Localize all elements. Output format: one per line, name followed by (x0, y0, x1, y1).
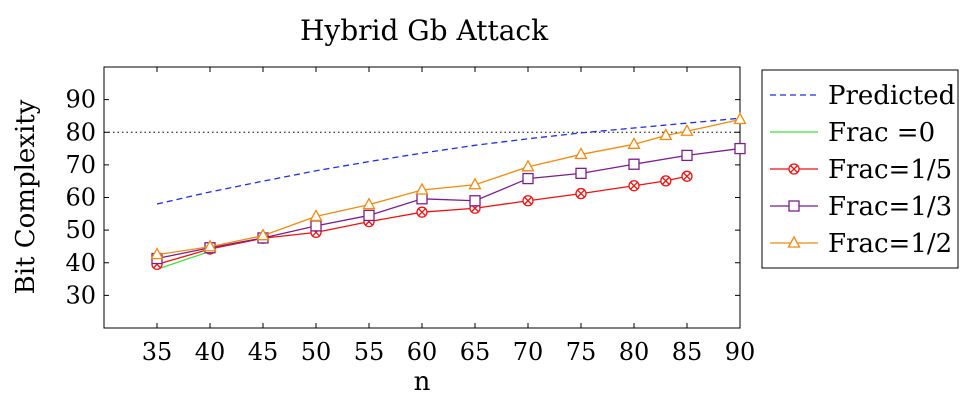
x-tick-label: 90 (725, 338, 756, 366)
legend-entry-frac-1-2: Frac=1/2 (770, 229, 952, 259)
data-point-frac-1-2 (468, 177, 482, 190)
y-tick-label: 30 (65, 281, 96, 309)
y-tick-label: 80 (65, 118, 96, 146)
series-line-frac-1-3 (156, 147, 741, 260)
series-layer (150, 112, 747, 271)
x-tick-label: 50 (301, 338, 332, 366)
x-tick-label: 70 (513, 338, 544, 366)
legend-swatch-marker-cross (790, 165, 798, 173)
data-point-frac-1-5 (522, 195, 534, 207)
legend-entry-frac-1-5: Frac=1/5 (770, 155, 952, 185)
data-point-frac-1-2 (521, 159, 535, 172)
legend-swatch-marker (787, 235, 801, 248)
data-point-frac-1-3 (310, 220, 322, 232)
legend-label: Frac=1/3 (828, 192, 952, 222)
y-tick-label: 70 (65, 151, 96, 179)
series-line-frac-1-2 (156, 118, 741, 256)
series-frac-1-3 (151, 142, 746, 265)
data-point-frac-1-5-cross (683, 172, 691, 181)
y-axis-label: Bit Complexity (11, 99, 41, 294)
y-tick-label: 50 (65, 216, 96, 244)
data-point-frac-1-5 (628, 180, 640, 192)
x-tick-label: 40 (195, 338, 226, 366)
data-point-frac-1-5-cross (418, 208, 426, 217)
x-axis-label: n (414, 367, 431, 397)
data-point-frac-1-2 (659, 128, 673, 141)
series-frac-1-2 (150, 112, 747, 260)
x-tick-label: 80 (619, 338, 650, 366)
data-point-frac-1-3 (363, 209, 375, 222)
legend: Predicted Frac =0 Frac=1/5 Frac=1/3 Frac=1/2 (761, 69, 959, 269)
data-point-frac-1-3 (681, 149, 693, 162)
series-frac-0 (156, 250, 211, 270)
series-line-frac-0 (156, 250, 211, 270)
data-point-frac-1-3 (734, 142, 746, 155)
data-point-frac-1-2 (415, 182, 429, 195)
legend-entry-frac-1-3: Frac=1/3 (770, 192, 952, 222)
data-point-frac-1-5 (575, 187, 587, 200)
y-tick-label: 40 (65, 249, 96, 277)
legend-label: Frac=1/2 (828, 229, 952, 259)
data-point-frac-1-2 (627, 136, 641, 149)
data-point-frac-1-2 (203, 239, 217, 252)
chart-title: Hybrid Gb Attack (300, 14, 549, 47)
legend-swatch-marker (788, 163, 800, 175)
legend-entry-frac-0: Frac =0 (770, 118, 935, 148)
series-predicted (156, 117, 741, 205)
legend-entry-predicted: Predicted (770, 81, 955, 111)
legend-entries: Predicted Frac =0 Frac=1/5 Frac=1/3 Frac=1/2 (770, 81, 955, 259)
data-point-frac-1-5-cross (577, 189, 585, 198)
series-line-predicted (156, 117, 741, 205)
x-tick-label: 35 (142, 338, 173, 366)
data-point-frac-1-5 (416, 206, 428, 218)
data-point-frac-1-2 (362, 197, 376, 210)
data-point-frac-1-5-cross (524, 196, 532, 205)
data-point-frac-1-3 (575, 167, 587, 180)
data-point-frac-1-2 (680, 123, 694, 136)
data-point-frac-1-3 (469, 195, 481, 207)
legend-label: Frac=1/5 (828, 155, 952, 185)
data-point-frac-1-5 (660, 175, 672, 187)
data-point-frac-1-2 (150, 247, 164, 260)
legend-label: Frac =0 (828, 118, 935, 148)
x-tick-label: 60 (407, 338, 438, 366)
x-tick-label: 55 (354, 338, 385, 366)
data-point-frac-1-5-cross (661, 176, 670, 185)
data-point-frac-1-2 (574, 147, 588, 160)
data-point-frac-1-2 (733, 112, 747, 125)
legend-swatch-marker (788, 200, 800, 212)
y-tick-label: 60 (65, 184, 96, 212)
y-tick-label: 90 (65, 86, 96, 114)
data-point-frac-1-3 (628, 158, 640, 170)
data-point-frac-1-2 (309, 209, 323, 222)
x-tick-label: 65 (460, 338, 491, 366)
x-tick-label: 75 (566, 338, 597, 366)
x-tick-label: 85 (672, 338, 703, 366)
data-point-frac-1-5-cross (630, 181, 638, 190)
data-point-frac-1-5 (681, 170, 693, 182)
data-point-frac-1-3 (522, 172, 534, 185)
x-tick-label: 45 (248, 338, 279, 366)
data-point-frac-1-2 (256, 228, 270, 241)
y-axis-ticks: 30 40 50 60 70 80 90 (65, 86, 740, 309)
x-axis-ticks: 35 40 45 50 55 60 65 70 75 80 85 90 (142, 67, 756, 366)
data-point-frac-1-3 (416, 193, 428, 205)
legend-label: Predicted (828, 81, 955, 111)
